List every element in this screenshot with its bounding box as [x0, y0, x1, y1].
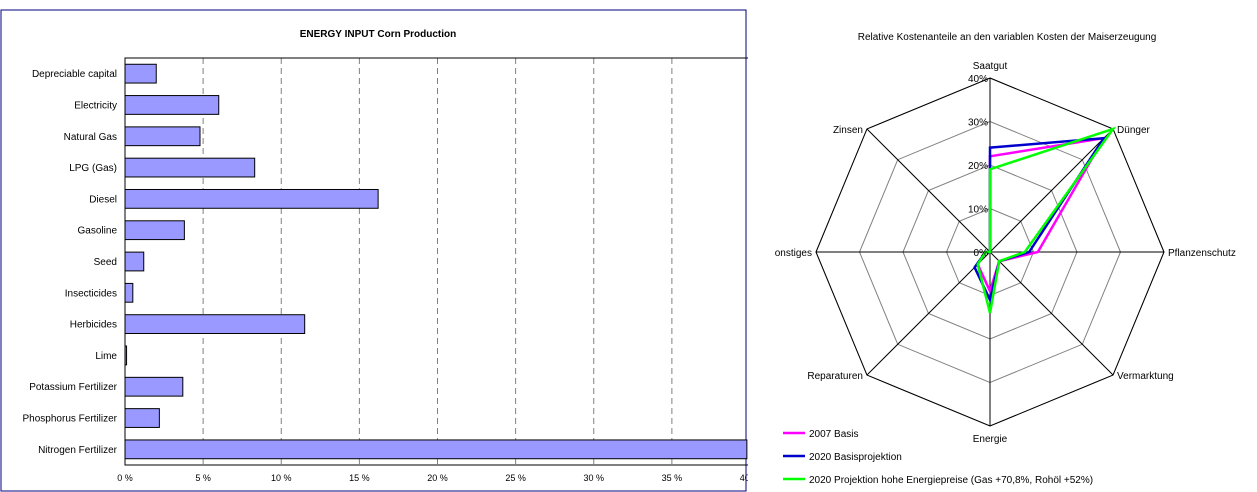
legend: 2007 Basis 2020 Basisprojektion 2020 Proje… — [783, 429, 1093, 486]
axis-label: Vermarktung — [1117, 371, 1174, 382]
axis-label: Reparaturen — [807, 371, 863, 382]
axis-label: Sonstiges — [775, 248, 812, 259]
cost-share-radar-chart: Relative Kostenanteile an den variablen … — [775, 32, 1236, 486]
category-label: Potassium Fertilizer — [29, 382, 117, 393]
x-tick-label: 10 % — [271, 473, 292, 483]
legend-label: 2007 Basis — [809, 429, 858, 440]
plot-area — [124, 57, 748, 466]
bar — [124, 251, 145, 272]
axis-label: Saatgut — [973, 61, 1008, 72]
radial-tick-label: 0% — [974, 248, 989, 259]
category-label: Lime — [95, 351, 117, 362]
category-labels: Depreciable capital Electricity Natural Ga… — [23, 69, 118, 456]
category-label: LPG (Gas) — [69, 163, 117, 174]
gridlines — [202, 58, 673, 465]
radar-title: Relative Kostenanteile an den variablen … — [858, 32, 1157, 43]
radar-series-line — [976, 126, 1117, 314]
category-label: Nitrogen Fertilizer — [38, 445, 118, 456]
radar-spoke — [866, 128, 991, 253]
bar — [124, 63, 157, 84]
x-tick-label: 0 % — [117, 473, 133, 483]
x-tick-label: 20 % — [427, 473, 448, 483]
radial-tick-label: 40% — [968, 74, 988, 85]
axis-label: Pflanzenschutz — [1168, 248, 1236, 259]
radial-tick-label: 20% — [968, 161, 988, 172]
x-tick-label: 15 % — [349, 473, 370, 483]
bar — [124, 95, 220, 115]
x-tick-labels: 0 % 5 % 10 % 15 % 20 % 25 % 30 % 35 % 40 % — [117, 473, 748, 483]
axis-label: Energie — [973, 434, 1008, 445]
x-tick-label: 35 % — [662, 473, 683, 483]
radial-tick-labels: 0% 10% 20% 30% 40% — [968, 74, 988, 259]
radar-spokes — [816, 78, 1164, 426]
category-label: Natural Gas — [64, 132, 117, 143]
category-label: Depreciable capital — [32, 69, 117, 80]
bar — [124, 408, 160, 428]
x-tick-label: 40 % — [740, 473, 748, 483]
bar — [124, 282, 134, 303]
radar-spoke — [989, 251, 1114, 376]
category-label: Gasoline — [78, 226, 118, 237]
radial-tick-label: 10% — [968, 205, 988, 216]
x-tick-label: 5 % — [195, 473, 211, 483]
axis-label: Dünger — [1117, 125, 1150, 136]
radar-spoke — [989, 128, 1114, 253]
category-label: Herbicides — [70, 320, 117, 331]
bar — [124, 220, 185, 241]
category-label: Electricity — [74, 100, 117, 111]
legend-label: 2020 Projektion hohe Energiepreise (Gas … — [809, 475, 1093, 486]
bar — [124, 188, 379, 209]
category-label: Diesel — [89, 194, 117, 205]
x-tick-label: 25 % — [505, 473, 526, 483]
radar-spoke — [866, 251, 991, 376]
x-tick-label: 30 % — [583, 473, 604, 483]
bar — [124, 157, 256, 178]
axis-labels: Saatgut Dünger Pflanzenschutz Vermarktung En… — [775, 61, 1236, 445]
legend-label: 2020 Basisprojektion — [809, 452, 902, 463]
bar — [124, 126, 201, 147]
bar — [124, 439, 748, 460]
category-label: Insecticides — [65, 288, 117, 299]
bar — [124, 314, 306, 335]
bars — [124, 63, 748, 460]
category-label: Phosphorus Fertilizer — [23, 414, 118, 425]
category-label: Seed — [94, 257, 117, 268]
axis-label: Zinsen — [833, 125, 863, 136]
bar — [124, 376, 184, 397]
chart-title: ENERGY INPUT Corn Production — [300, 29, 457, 40]
radar-series — [973, 126, 1117, 314]
energy-input-bar-chart: ENERGY INPUT Corn Production Depreciable… — [0, 9, 748, 492]
radial-tick-label: 30% — [968, 118, 988, 129]
